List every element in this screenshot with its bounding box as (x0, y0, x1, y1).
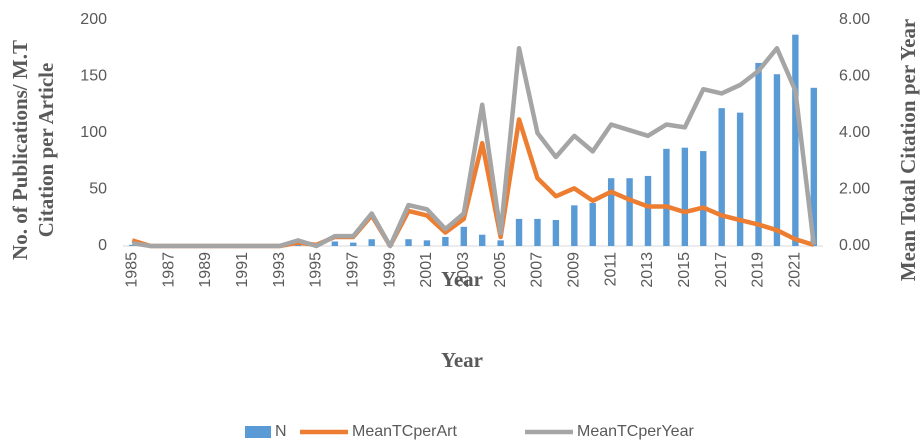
y-tick-label: 100 (80, 124, 107, 141)
y2-tick-label: 6.00 (839, 68, 870, 85)
bar (552, 220, 560, 246)
bar (773, 74, 781, 247)
bar (350, 242, 357, 246)
y-tick-label: 150 (80, 68, 107, 85)
bar (589, 203, 596, 246)
x-tick-label: 2011 (602, 252, 619, 287)
legend-swatch (245, 426, 271, 438)
y2-tick-label: 4.00 (839, 124, 870, 141)
x-tick-label: 2009 (566, 252, 583, 288)
legend-label: N (275, 423, 287, 440)
legend-label: MeanTCperYear (577, 423, 694, 440)
y-tick-label: 50 (89, 181, 107, 198)
bar (810, 87, 817, 246)
bar (294, 244, 302, 246)
line-series (131, 46, 817, 249)
y2-tick-label: 0.00 (839, 237, 870, 254)
x-tick-label: 2003 (455, 252, 472, 288)
x-tick-label: 1985 (123, 252, 140, 288)
bar (368, 239, 375, 246)
x-tick-label: 1991 (234, 252, 251, 288)
y-tick-label: 200 (80, 11, 107, 28)
legend-label: MeanTCperArt (352, 423, 457, 440)
bar (663, 148, 670, 246)
x-tick-label: 2005 (492, 252, 509, 288)
x-tick-label: 2021 (787, 252, 804, 288)
x-tick-label: 2019 (750, 252, 767, 288)
bar (736, 112, 744, 246)
y2-tick-label: 8.00 (839, 11, 870, 28)
bar (442, 236, 449, 246)
x-tick-label: 2007 (529, 252, 546, 288)
bar (571, 205, 578, 246)
bar (792, 34, 799, 246)
bar (681, 147, 689, 246)
x-axis-label: Year (441, 267, 483, 291)
x-tick-label: 2015 (676, 252, 693, 288)
bar (479, 234, 486, 246)
y2-tick-label: 2.00 (839, 181, 870, 198)
bar (497, 240, 504, 246)
bar (607, 178, 615, 246)
chart-title: Year (441, 348, 483, 372)
x-tick-label: 1993 (271, 252, 288, 288)
x-tick-label: 1999 (381, 252, 398, 288)
bar (534, 218, 541, 246)
x-tick-label: 2013 (639, 252, 656, 288)
x-tick-label: 1997 (344, 252, 361, 288)
line-series (131, 117, 815, 249)
bar (644, 175, 652, 246)
x-tick-label: 1989 (197, 252, 214, 288)
bar (718, 108, 725, 246)
y2-axis-label: Mean Total Citation per Year (896, 19, 920, 282)
bar (755, 62, 762, 246)
bar (423, 240, 431, 246)
bar (460, 226, 467, 246)
y-tick-label: 0 (98, 237, 107, 254)
y-axis-label: Citation per Article (34, 63, 58, 238)
y-axis-label: No. of Publications/ M.T (8, 40, 32, 260)
x-tick-label: 1987 (160, 252, 177, 288)
bar (626, 178, 633, 246)
x-tick-label: 2017 (713, 252, 730, 288)
bar (515, 218, 523, 246)
bar (331, 241, 339, 246)
bar (700, 151, 707, 246)
bar (405, 239, 412, 246)
x-tick-label: 1995 (308, 252, 325, 288)
x-tick-label: 2001 (418, 252, 435, 288)
